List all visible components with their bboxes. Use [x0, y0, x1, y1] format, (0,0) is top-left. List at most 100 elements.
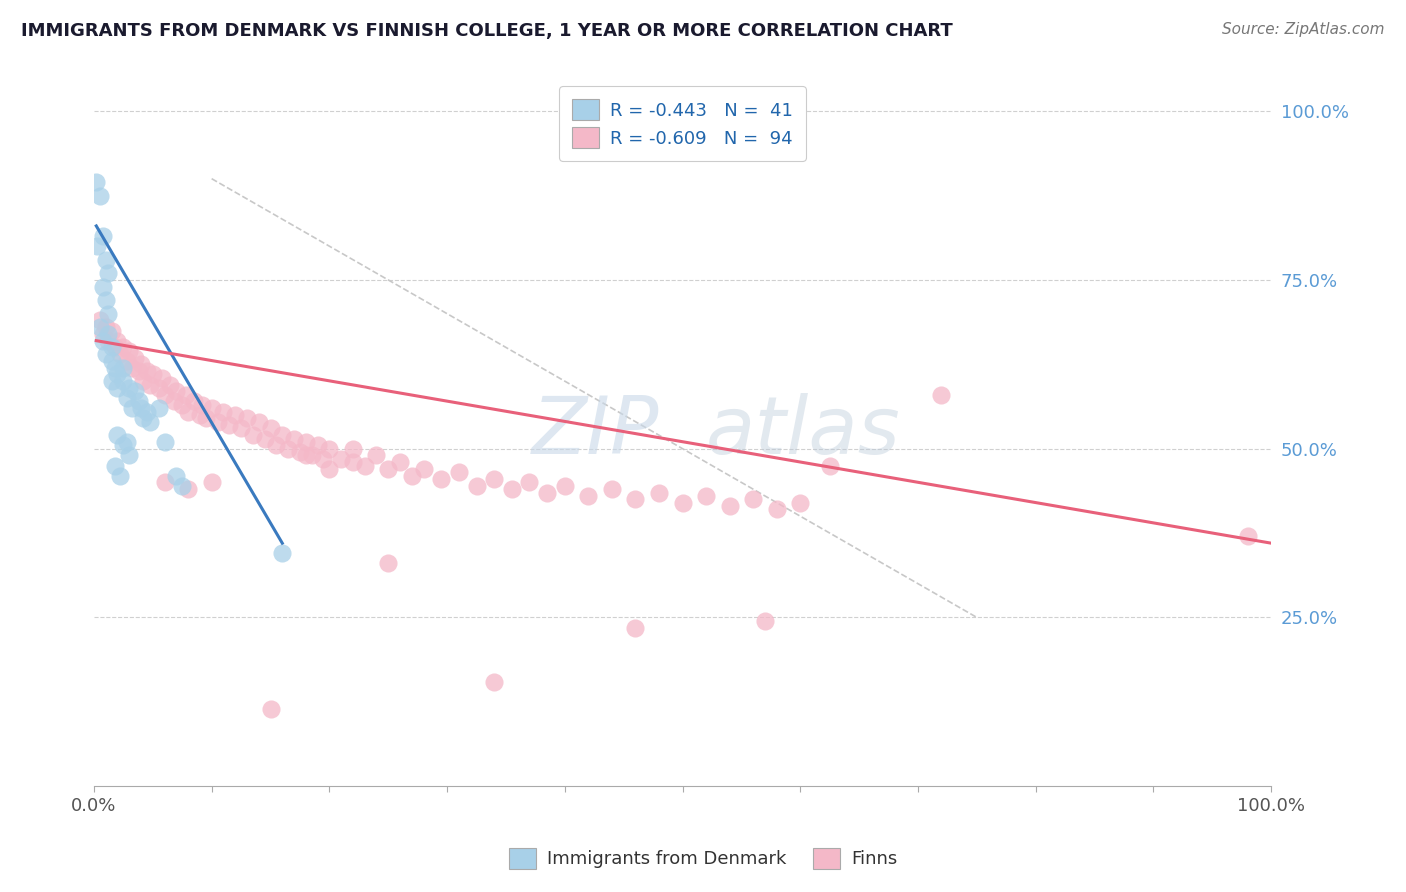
Point — [139, 415, 162, 429]
Point — [177, 482, 200, 496]
Point — [84, 175, 107, 189]
Point — [104, 458, 127, 473]
Point — [253, 432, 276, 446]
Point — [108, 347, 131, 361]
Point — [89, 188, 111, 202]
Point — [624, 621, 647, 635]
Point — [283, 432, 305, 446]
Point — [229, 421, 252, 435]
Point — [600, 482, 623, 496]
Point — [174, 387, 197, 401]
Point — [112, 438, 135, 452]
Point — [218, 418, 240, 433]
Text: Source: ZipAtlas.com: Source: ZipAtlas.com — [1222, 22, 1385, 37]
Text: ZIP: ZIP — [531, 392, 659, 471]
Point — [194, 411, 217, 425]
Point — [128, 394, 150, 409]
Point — [94, 320, 117, 334]
Point — [118, 343, 141, 358]
Point — [271, 428, 294, 442]
Text: atlas: atlas — [706, 392, 901, 471]
Point — [412, 462, 434, 476]
Legend: R = -0.443   N =  41, R = -0.609   N =  94: R = -0.443 N = 41, R = -0.609 N = 94 — [560, 87, 806, 161]
Point — [97, 307, 120, 321]
Point — [132, 411, 155, 425]
Point — [107, 334, 129, 348]
Point — [624, 492, 647, 507]
Point — [554, 479, 576, 493]
Point — [377, 462, 399, 476]
Point — [742, 492, 765, 507]
Point — [93, 279, 115, 293]
Point — [94, 252, 117, 267]
Point — [128, 364, 150, 378]
Point — [107, 368, 129, 382]
Point — [259, 421, 281, 435]
Text: IMMIGRANTS FROM DENMARK VS FINNISH COLLEGE, 1 YEAR OR MORE CORRELATION CHART: IMMIGRANTS FROM DENMARK VS FINNISH COLLE… — [21, 22, 953, 40]
Point — [247, 415, 270, 429]
Point — [97, 334, 120, 348]
Point — [129, 401, 152, 416]
Point — [112, 374, 135, 388]
Point — [100, 354, 122, 368]
Point — [718, 499, 741, 513]
Point — [295, 449, 318, 463]
Point — [93, 326, 115, 341]
Point — [301, 449, 323, 463]
Point — [93, 334, 115, 348]
Point — [207, 415, 229, 429]
Point — [353, 458, 375, 473]
Point — [401, 468, 423, 483]
Point — [104, 340, 127, 354]
Point — [112, 360, 135, 375]
Point — [818, 458, 841, 473]
Point — [271, 546, 294, 560]
Point — [342, 442, 364, 456]
Point — [342, 455, 364, 469]
Point — [165, 468, 187, 483]
Point — [104, 360, 127, 375]
Point — [765, 502, 787, 516]
Point — [307, 438, 329, 452]
Point — [188, 408, 211, 422]
Point — [236, 411, 259, 425]
Point — [94, 347, 117, 361]
Point — [107, 381, 129, 395]
Point — [447, 465, 470, 479]
Point — [132, 374, 155, 388]
Point — [201, 475, 224, 490]
Point — [430, 472, 453, 486]
Point — [388, 455, 411, 469]
Point — [118, 449, 141, 463]
Point — [789, 496, 811, 510]
Point — [191, 398, 214, 412]
Point — [118, 381, 141, 395]
Point — [482, 674, 505, 689]
Point — [1236, 529, 1258, 543]
Point — [97, 266, 120, 280]
Point — [153, 475, 176, 490]
Point — [135, 364, 157, 378]
Point — [86, 239, 108, 253]
Point — [142, 368, 165, 382]
Point — [165, 384, 187, 399]
Point — [108, 468, 131, 483]
Point — [100, 374, 122, 388]
Point — [177, 404, 200, 418]
Point — [172, 398, 194, 412]
Point — [259, 701, 281, 715]
Point — [212, 404, 235, 418]
Point — [366, 449, 388, 463]
Point — [148, 381, 170, 395]
Point — [100, 340, 122, 354]
Point — [159, 377, 181, 392]
Point — [671, 496, 693, 510]
Point — [97, 326, 120, 341]
Point — [124, 384, 146, 399]
Point — [576, 489, 599, 503]
Point — [224, 408, 246, 422]
Point — [318, 442, 340, 456]
Point — [501, 482, 523, 496]
Point — [121, 360, 143, 375]
Point — [115, 391, 138, 405]
